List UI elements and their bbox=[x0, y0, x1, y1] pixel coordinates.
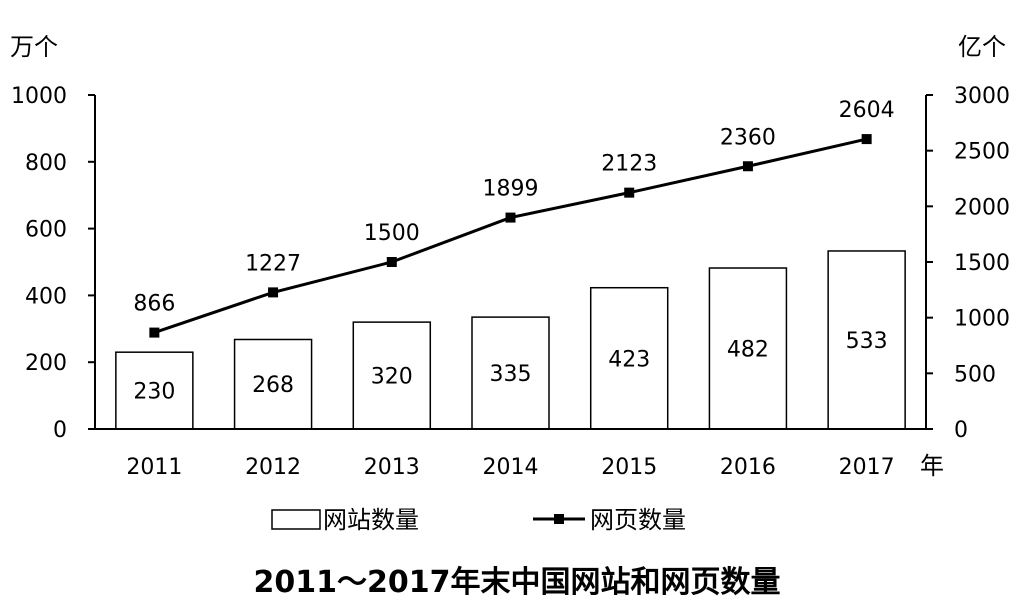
line-data-label: 2123 bbox=[601, 152, 657, 177]
x-axis-ticks: 2011 2012 2013 2014 2015 2016 2017 bbox=[126, 455, 894, 480]
left-tick-label: 200 bbox=[25, 351, 67, 376]
left-axis-unit: 万个 bbox=[10, 33, 58, 61]
line-marker bbox=[505, 212, 516, 223]
right-axis-unit: 亿个 bbox=[958, 33, 1006, 61]
line-marker bbox=[149, 327, 160, 338]
x-tick-label: 2014 bbox=[483, 455, 539, 480]
bar-data-label: 335 bbox=[490, 362, 532, 387]
right-tick-label: 2500 bbox=[954, 140, 1010, 165]
x-tick-label: 2017 bbox=[839, 455, 895, 480]
line-data-label: 866 bbox=[133, 292, 175, 317]
legend-bar-label: 网站数量 bbox=[323, 506, 419, 534]
line-marker bbox=[386, 257, 397, 267]
line-data-label: 1227 bbox=[245, 251, 301, 276]
bar bbox=[352, 321, 432, 430]
line-marker bbox=[268, 287, 279, 298]
bar-data-label: 482 bbox=[727, 338, 769, 363]
bar-series: 230 268 320 335 423 482 533 bbox=[115, 250, 906, 430]
left-tick-label: 400 bbox=[25, 284, 67, 309]
legend: 网站数量 网页数量 bbox=[271, 506, 686, 534]
right-tick-label: 3000 bbox=[954, 84, 1010, 109]
bar bbox=[827, 250, 906, 430]
right-tick-label: 2000 bbox=[954, 195, 1010, 220]
right-tick-label: 1000 bbox=[954, 307, 1010, 332]
line-marker bbox=[624, 187, 635, 198]
line-data-label: 1899 bbox=[483, 177, 539, 202]
bar-data-label: 268 bbox=[252, 373, 294, 398]
bar-data-label: 533 bbox=[846, 329, 888, 354]
x-tick-label: 2015 bbox=[601, 455, 657, 480]
bar bbox=[115, 351, 194, 430]
line-data-label: 2360 bbox=[720, 125, 776, 150]
left-axis-ticks: 0 200 400 600 800 1000 bbox=[11, 84, 95, 443]
line-data-label: 1500 bbox=[364, 221, 420, 246]
line-marker bbox=[742, 161, 753, 172]
left-tick-label: 800 bbox=[25, 151, 67, 176]
x-axis-unit: 年 bbox=[920, 452, 944, 480]
x-tick-label: 2013 bbox=[364, 455, 420, 480]
left-tick-label: 1000 bbox=[11, 84, 67, 109]
x-tick-label: 2012 bbox=[245, 455, 301, 480]
x-tick-label: 2016 bbox=[720, 455, 776, 480]
right-tick-label: 500 bbox=[954, 362, 996, 387]
left-tick-label: 0 bbox=[53, 418, 67, 443]
line-series: 866 1227 1500 1899 2123 2360 2604 bbox=[133, 98, 895, 338]
right-tick-label: 0 bbox=[954, 418, 968, 443]
chart-title: 2011～2017年末中国网站和网页数量 bbox=[254, 565, 781, 600]
bar bbox=[589, 286, 669, 430]
legend-bar-swatch bbox=[271, 509, 321, 530]
line-data-label: 2604 bbox=[839, 98, 895, 123]
bar-data-label: 320 bbox=[371, 365, 413, 390]
x-tick-label: 2011 bbox=[126, 455, 182, 480]
bar-data-label: 230 bbox=[133, 380, 175, 405]
right-axis-ticks: 0 500 1000 1500 2000 2500 3000 bbox=[926, 84, 1010, 443]
legend-line-label: 网页数量 bbox=[590, 506, 686, 534]
legend-line-marker bbox=[554, 514, 564, 524]
right-tick-label: 1500 bbox=[954, 251, 1010, 276]
bar-data-label: 423 bbox=[608, 347, 650, 372]
line-marker bbox=[861, 134, 872, 145]
left-tick-label: 600 bbox=[25, 218, 67, 243]
